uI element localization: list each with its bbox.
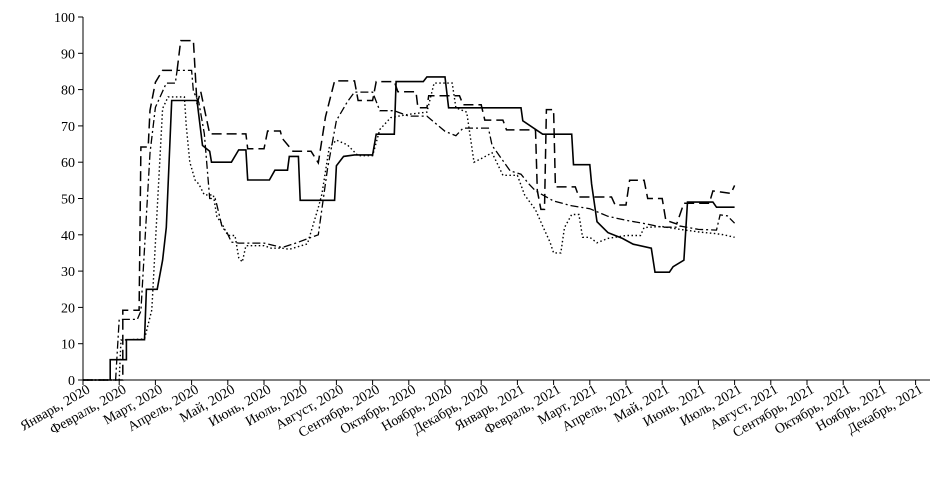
y-tick-label: 100	[54, 11, 75, 26]
y-tick-label: 20	[61, 301, 75, 316]
y-tick-label: 10	[61, 338, 75, 353]
y-tick-label: 70	[61, 120, 75, 135]
series-lines	[83, 39, 736, 381]
y-tick-label: 40	[61, 229, 75, 244]
y-tick-label: 30	[61, 265, 75, 280]
series-line-1-solid	[83, 76, 735, 381]
y-tick-label: 0	[68, 374, 75, 389]
series-line-4-dotted	[83, 82, 735, 381]
y-tick-label: 50	[61, 193, 75, 208]
y-axis: 0 10 20 30 40 50 60 70 80 90 100	[54, 11, 84, 389]
y-tick-label: 60	[61, 156, 75, 171]
series-line-2-long-dash	[83, 39, 736, 381]
y-tick-label: 90	[61, 47, 75, 62]
y-tick-label: 80	[61, 84, 75, 99]
series-line-3-dash-dot	[83, 69, 736, 381]
